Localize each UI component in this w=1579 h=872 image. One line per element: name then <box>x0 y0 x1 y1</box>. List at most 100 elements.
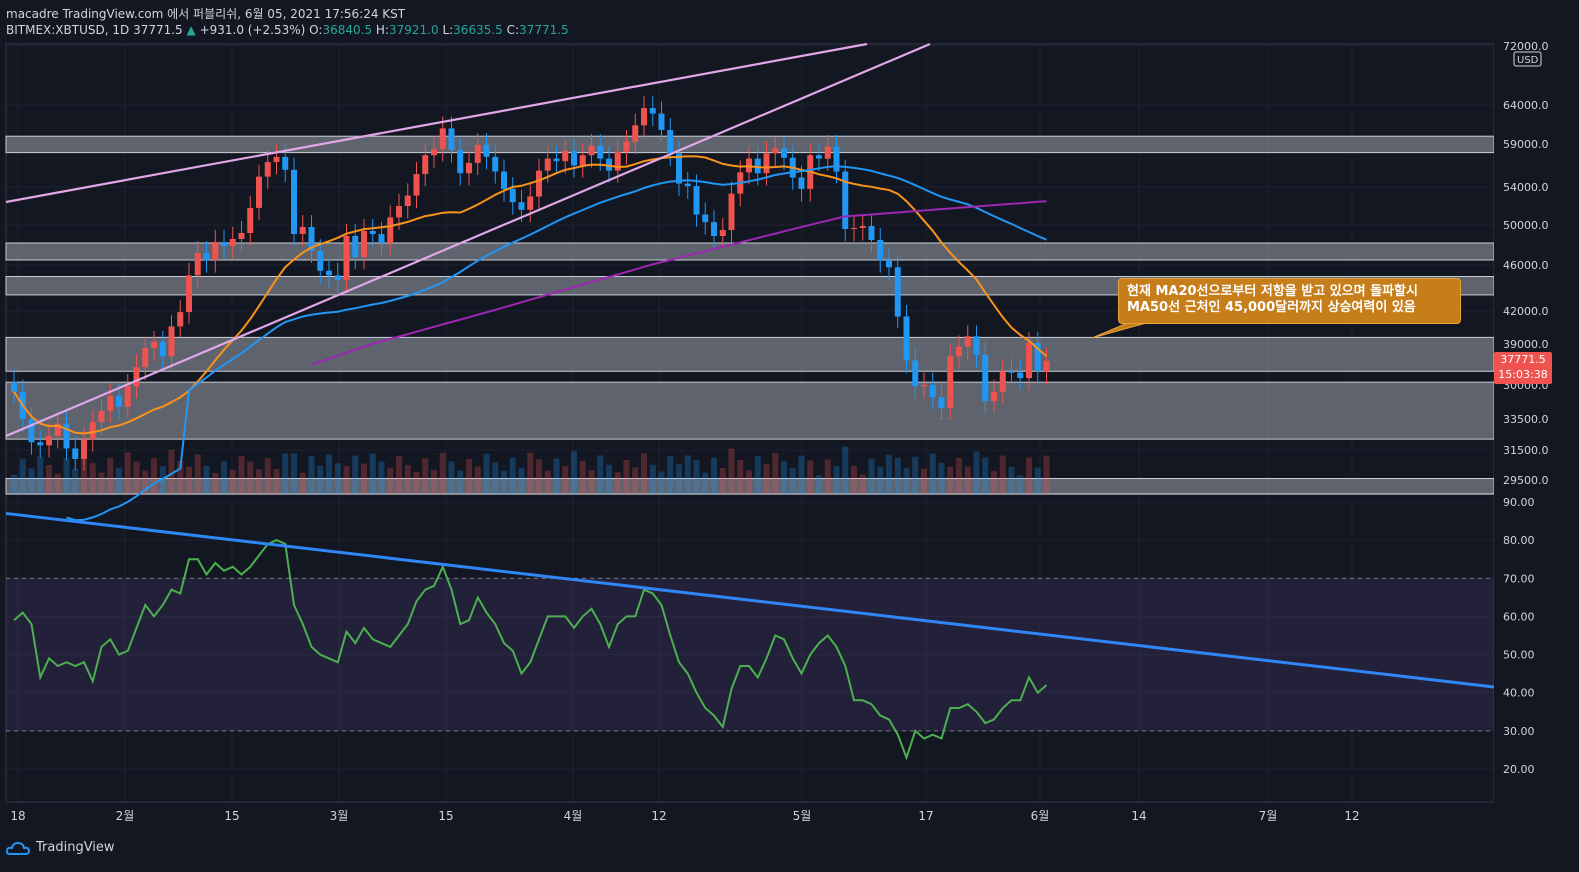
time-tick-label: 12 <box>1344 809 1359 823</box>
candle-body <box>527 196 534 210</box>
candle-body <box>1026 342 1032 379</box>
time-tick-label: 6월 <box>1031 809 1050 823</box>
volume-bar <box>133 461 140 494</box>
volume-bar <box>728 448 735 494</box>
volume-bar <box>273 469 280 494</box>
time-tick-label: 14 <box>1131 809 1146 823</box>
volume-bar <box>299 472 306 494</box>
volume-bar <box>194 454 201 494</box>
volume-bar <box>107 458 114 494</box>
volume-bar <box>483 453 490 494</box>
volume-bar <box>326 454 332 494</box>
candle-body <box>334 275 341 280</box>
candle-body <box>947 356 954 409</box>
volume-bar <box>676 464 682 494</box>
volume-bar <box>387 467 394 494</box>
candle-body <box>553 158 560 162</box>
volume-bar <box>72 468 79 494</box>
volume-bar <box>807 460 814 494</box>
volume-bar <box>238 456 245 494</box>
symbol-name: BITMEX:XBTUSD, 1D <box>6 23 130 37</box>
candle-body <box>431 149 437 156</box>
candle-body <box>894 267 901 317</box>
time-axis: 18 2월 15 3월 15 4월 12 5월 17 6월 14 7월 12 <box>10 809 1359 823</box>
volume-bar <box>168 449 175 494</box>
volume-bar <box>457 470 464 494</box>
volume-bar <box>842 446 849 494</box>
volume-bar <box>597 455 604 494</box>
candle-body <box>676 153 682 184</box>
candle-body <box>142 348 149 368</box>
candle-body <box>588 145 595 156</box>
candle-body <box>623 141 630 152</box>
candle-body <box>544 158 551 171</box>
candle-body <box>667 129 674 154</box>
volume-bar <box>361 463 367 494</box>
volume-bar <box>474 466 481 494</box>
time-tick-label: 12 <box>651 809 666 823</box>
volume-bar <box>413 472 420 494</box>
volume-bar <box>89 463 96 494</box>
candle-body <box>448 128 455 151</box>
candlesticks <box>11 96 1050 471</box>
volume-bar <box>684 455 691 494</box>
volume-bar <box>641 453 647 494</box>
candle-body <box>89 422 96 440</box>
candle-body <box>422 155 429 175</box>
volume-bar <box>702 472 709 494</box>
volume-bar <box>212 473 219 494</box>
candle-body <box>46 436 52 446</box>
volume-bar <box>518 467 525 494</box>
candle-body <box>763 153 770 174</box>
price-tick-label: 29500.0 <box>1503 474 1549 487</box>
price-tick-label: 50000.0 <box>1503 219 1549 232</box>
candle-body <box>343 236 350 280</box>
volume-bar <box>159 466 166 494</box>
candle-body <box>282 156 289 170</box>
candle-body <box>299 227 306 234</box>
candle-body <box>912 360 919 387</box>
volume-bar <box>947 466 954 494</box>
volume-bar <box>527 452 534 494</box>
volume-bar <box>553 458 560 494</box>
candle-body <box>177 312 184 327</box>
candle-body <box>151 341 157 349</box>
volume-bar <box>54 473 61 494</box>
candle-body <box>273 156 280 163</box>
candle-body <box>982 354 989 402</box>
volume-bar <box>1043 455 1050 494</box>
volume-bar <box>116 467 122 494</box>
candle-body <box>133 367 140 387</box>
candle-body <box>194 253 201 276</box>
price-tick-label: 72000.0 <box>1503 40 1549 53</box>
annotation-callout[interactable]: 현재 MA20선으로부터 저항을 받고 있으며 돌파할시 MA50선 근처인 4… <box>1118 278 1461 324</box>
volume-bar <box>439 452 446 494</box>
volume-bar <box>369 453 376 494</box>
ma20-line <box>13 155 1048 435</box>
candle-body <box>597 145 604 159</box>
candle-body <box>63 423 70 449</box>
time-tick-label: 18 <box>10 809 25 823</box>
time-tick-label: 15 <box>438 809 453 823</box>
annotation-pointer <box>1091 321 1151 339</box>
volume-bar <box>938 462 945 494</box>
candle-body <box>973 336 980 355</box>
volume-bar <box>912 456 919 494</box>
volume-bar <box>859 474 866 494</box>
candle-body <box>221 242 227 246</box>
candle-body <box>684 183 691 187</box>
volume-bar <box>693 460 700 494</box>
time-tick-label: 4월 <box>564 809 583 823</box>
candle-body <box>536 170 542 197</box>
volume-bar <box>229 469 236 494</box>
time-tick-label: 2월 <box>116 809 135 823</box>
candle-body <box>72 448 79 459</box>
time-tick-label: 5월 <box>793 809 812 823</box>
open-value: 36840.5 <box>322 23 373 37</box>
volume-bar <box>991 470 997 494</box>
candle-body <box>903 316 910 361</box>
up-arrow-icon: ▲ <box>186 23 196 37</box>
tradingview-logo[interactable]: TradingView <box>6 840 115 855</box>
price-tick-label: 31500.0 <box>1503 444 1549 457</box>
candle-body <box>186 275 192 313</box>
